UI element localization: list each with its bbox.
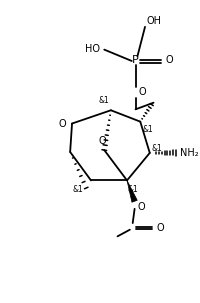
Text: O: O bbox=[59, 118, 66, 128]
Text: O: O bbox=[166, 55, 174, 65]
Polygon shape bbox=[127, 180, 137, 202]
Text: &1: &1 bbox=[128, 185, 139, 195]
Text: O: O bbox=[138, 87, 146, 97]
Text: O: O bbox=[99, 136, 106, 146]
Text: &1: &1 bbox=[73, 185, 83, 195]
Text: O: O bbox=[137, 202, 145, 212]
Text: O: O bbox=[156, 223, 164, 233]
Text: &1: &1 bbox=[152, 144, 162, 153]
Text: P: P bbox=[132, 55, 139, 65]
Text: HO: HO bbox=[85, 44, 100, 54]
Text: &1: &1 bbox=[98, 96, 109, 105]
Text: NH₂: NH₂ bbox=[180, 148, 199, 158]
Text: &1: &1 bbox=[142, 125, 153, 134]
Text: OH: OH bbox=[147, 16, 162, 26]
